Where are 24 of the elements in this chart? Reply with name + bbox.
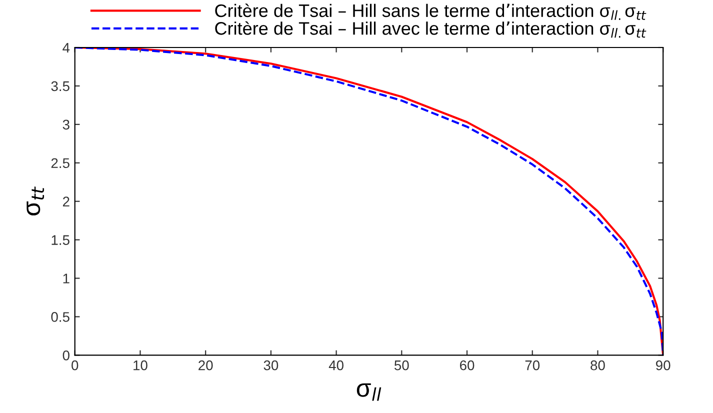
x-tick-label: 60 xyxy=(460,360,474,370)
y-tick-label: 4 xyxy=(62,42,70,53)
y-axis-title: σ$_{tt}$ xyxy=(26,186,44,216)
x-tick-label: 20 xyxy=(198,360,213,370)
y-tick-label: 2.5 xyxy=(51,158,70,168)
x-tick-label: 90 xyxy=(656,360,670,370)
series-label: Critère de Tsai – Hill sans le terme d’interaction σ$_{ll.}$σ$_{tt}$ xyxy=(215,4,646,20)
x-tick-label: 10 xyxy=(134,360,148,370)
x-tick-label: 30 xyxy=(264,360,278,370)
y-tick-label: 1.5 xyxy=(52,235,70,245)
x-axis-title: σ$_{ll}$ xyxy=(356,383,382,401)
x-tick-label: 40 xyxy=(328,360,344,370)
y-tick-label: 0.5 xyxy=(51,312,70,322)
y-tick-label: 3 xyxy=(62,120,70,130)
y-tick-label: 1 xyxy=(63,274,70,284)
x-tick-label: 0 xyxy=(72,360,78,370)
y-tick-label: 3.5 xyxy=(51,81,70,92)
x-tick-label: 50 xyxy=(394,360,409,370)
y-tick-label: 0 xyxy=(62,350,70,360)
x-tick-label: 70 xyxy=(525,360,540,370)
y-tick-label: 2 xyxy=(62,196,70,206)
line-series xyxy=(74,47,664,356)
x-tick-label: 80 xyxy=(590,360,605,370)
series-label: Critère de Tsai – Hill avec le terme d’interaction σ$_{ll.}$σ$_{tt}$ xyxy=(215,21,646,38)
